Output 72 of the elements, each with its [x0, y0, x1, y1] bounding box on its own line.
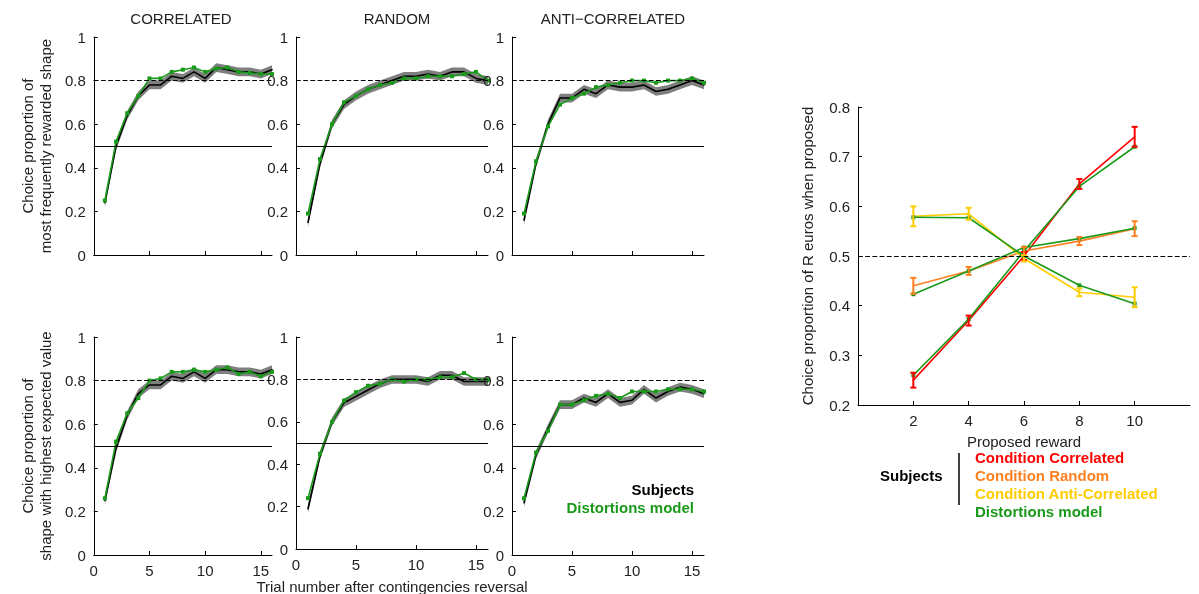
x-tick-label: 8 — [1075, 412, 1084, 429]
x-tick-label: 5 — [567, 562, 577, 579]
y-tick-label: 0.4 — [829, 297, 850, 315]
y-tick-label: 0.6 — [64, 415, 86, 433]
chart-title: ANTI−CORRELATED — [540, 10, 686, 27]
y-tick-label: 0.2 — [64, 502, 86, 520]
y-tick-label: 1 — [279, 328, 288, 346]
x-tick-label: 5 — [145, 562, 154, 579]
text: Condition Random — [975, 467, 1110, 484]
text: Distortions model — [566, 499, 694, 516]
x-tick-label: 4 — [964, 412, 973, 429]
text: Subjects — [880, 467, 943, 484]
x-tick-label: 10 — [407, 556, 425, 574]
y-tick-label: 0.6 — [483, 115, 504, 133]
chart-title: CORRELATED — [130, 10, 232, 27]
x-tick-label: 6 — [1019, 412, 1029, 429]
y-tick-label: 1 — [495, 28, 504, 46]
x-tick-label: 15 — [683, 562, 701, 579]
text: Condition Anti-Correlated — [975, 485, 1158, 502]
y-tick-label: 0.6 — [64, 115, 86, 133]
y-tick-label: 0.6 — [267, 413, 288, 431]
y-tick-label: 1 — [495, 328, 504, 346]
x-tick-label: 0 — [507, 562, 517, 579]
y-tick-label: 0.8 — [64, 372, 86, 390]
y-tick-label: 0.8 — [267, 370, 288, 388]
y-tick-label: 0.2 — [267, 498, 288, 516]
y-tick-label: 0.5 — [829, 247, 850, 265]
x-tick-label: 10 — [1126, 412, 1144, 429]
y-tick-label: 0.8 — [64, 72, 86, 90]
y-tick-label: 0.4 — [267, 455, 288, 473]
y-tick-label: 0.6 — [267, 115, 288, 133]
x-tick-label: 0 — [89, 562, 98, 579]
y-tick-label: 0.4 — [483, 159, 504, 177]
y-axis-title: Choice proportion of most frequently rewarded shape — [18, 38, 54, 254]
y-tick-label: 0.2 — [829, 396, 850, 414]
y-tick-label: 0.2 — [483, 502, 504, 520]
y-tick-label: 0.3 — [829, 346, 850, 364]
y-tick-label: 0.6 — [829, 197, 850, 215]
y-tick-label: 0.4 — [483, 459, 504, 477]
y-tick-label: 0.4 — [64, 459, 86, 477]
x-axis-title: Proposed reward — [966, 433, 1082, 451]
y-tick-label: 1 — [279, 28, 288, 46]
x-tick-label: 10 — [623, 562, 641, 579]
x-tick-label: 0 — [291, 556, 301, 574]
y-tick-label: 0.2 — [267, 202, 288, 220]
y-tick-label: 0.4 — [64, 159, 86, 177]
y-tick-label: 0.6 — [483, 415, 504, 433]
text: Distortions model — [975, 503, 1103, 520]
x-tick-label: 10 — [196, 562, 214, 579]
y-tick-label: 0.7 — [829, 148, 850, 166]
y-tick-label: 0.8 — [483, 72, 504, 90]
text: Condition Correlated — [975, 449, 1125, 466]
x-tick-label: 15 — [467, 556, 485, 574]
y-tick-label: 0 — [279, 246, 288, 264]
text: Subjects — [631, 481, 694, 498]
y-axis-title: Choice proportion of R euros when proposed — [798, 106, 816, 406]
chart-title: RANDOM — [363, 10, 431, 27]
y-tick-label: 0.4 — [267, 159, 288, 177]
y-tick-label: 1 — [77, 28, 86, 46]
y-tick-label: 0.2 — [64, 202, 86, 220]
y-tick-label: 0 — [495, 246, 504, 264]
y-tick-label: 0.8 — [267, 72, 288, 90]
y-tick-label: 0 — [77, 246, 86, 264]
y-tick-label: 0.2 — [483, 202, 504, 220]
y-tick-label: 1 — [77, 328, 86, 346]
y-tick-label: 0 — [279, 540, 288, 558]
x-axis-title: Trial number after contingencies reversal — [256, 577, 528, 594]
x-tick-label: 5 — [351, 556, 361, 574]
y-tick-label: 0.8 — [829, 98, 850, 116]
x-tick-label: 2 — [909, 412, 918, 429]
y-axis-title: Choice proportion of shape with highest expected value — [18, 331, 54, 561]
x-tick-label: 15 — [252, 562, 270, 579]
